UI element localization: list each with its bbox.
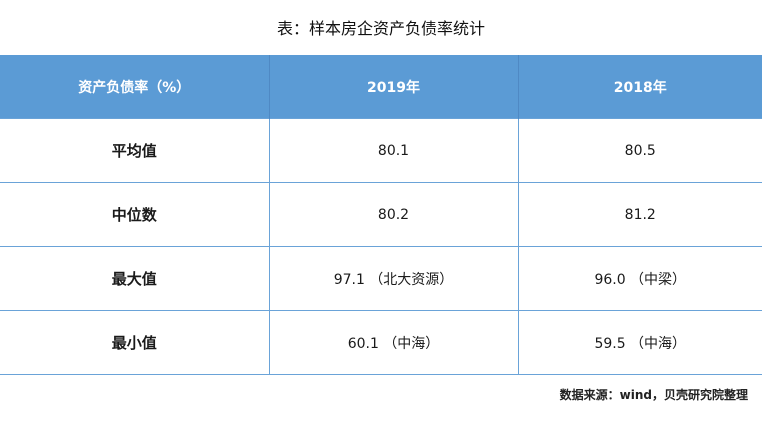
cell-2019: 80.2 (268, 182, 518, 247)
row-label: 中位数 (0, 182, 269, 247)
cell-2018: 96.0 （中梁） (517, 246, 762, 311)
table-row: 中位数 80.2 81.2 (0, 182, 762, 247)
row-label: 平均值 (0, 118, 269, 183)
row-label: 最小值 (0, 310, 269, 375)
column-header-metric: 资产负债率（%） (0, 55, 269, 119)
column-header-2019: 2019年 (268, 55, 518, 119)
cell-2019: 97.1 （北大资源） (268, 246, 518, 311)
row-label: 最大值 (0, 246, 269, 311)
cell-2019: 80.1 (268, 118, 518, 183)
table-row: 最小值 60.1 （中海） 59.5 （中海） (0, 310, 762, 375)
cell-2018: 80.5 (517, 118, 762, 183)
stats-table: 资产负债率（%） 2019年 2018年 平均值 80.1 80.5 中位数 8… (0, 55, 762, 375)
table-row: 平均值 80.1 80.5 (0, 118, 762, 183)
cell-2018: 59.5 （中海） (517, 310, 762, 375)
table-header-row: 资产负债率（%） 2019年 2018年 (0, 55, 762, 119)
table-row: 最大值 97.1 （北大资源） 96.0 （中梁） (0, 246, 762, 311)
column-header-2018: 2018年 (517, 55, 762, 119)
cell-2019: 60.1 （中海） (268, 310, 518, 375)
table-title: 表：样本房企资产负债率统计 (276, 19, 485, 38)
data-source-note: 数据来源：wind，贝壳研究院整理 (559, 388, 748, 402)
cell-2018: 81.2 (517, 182, 762, 247)
